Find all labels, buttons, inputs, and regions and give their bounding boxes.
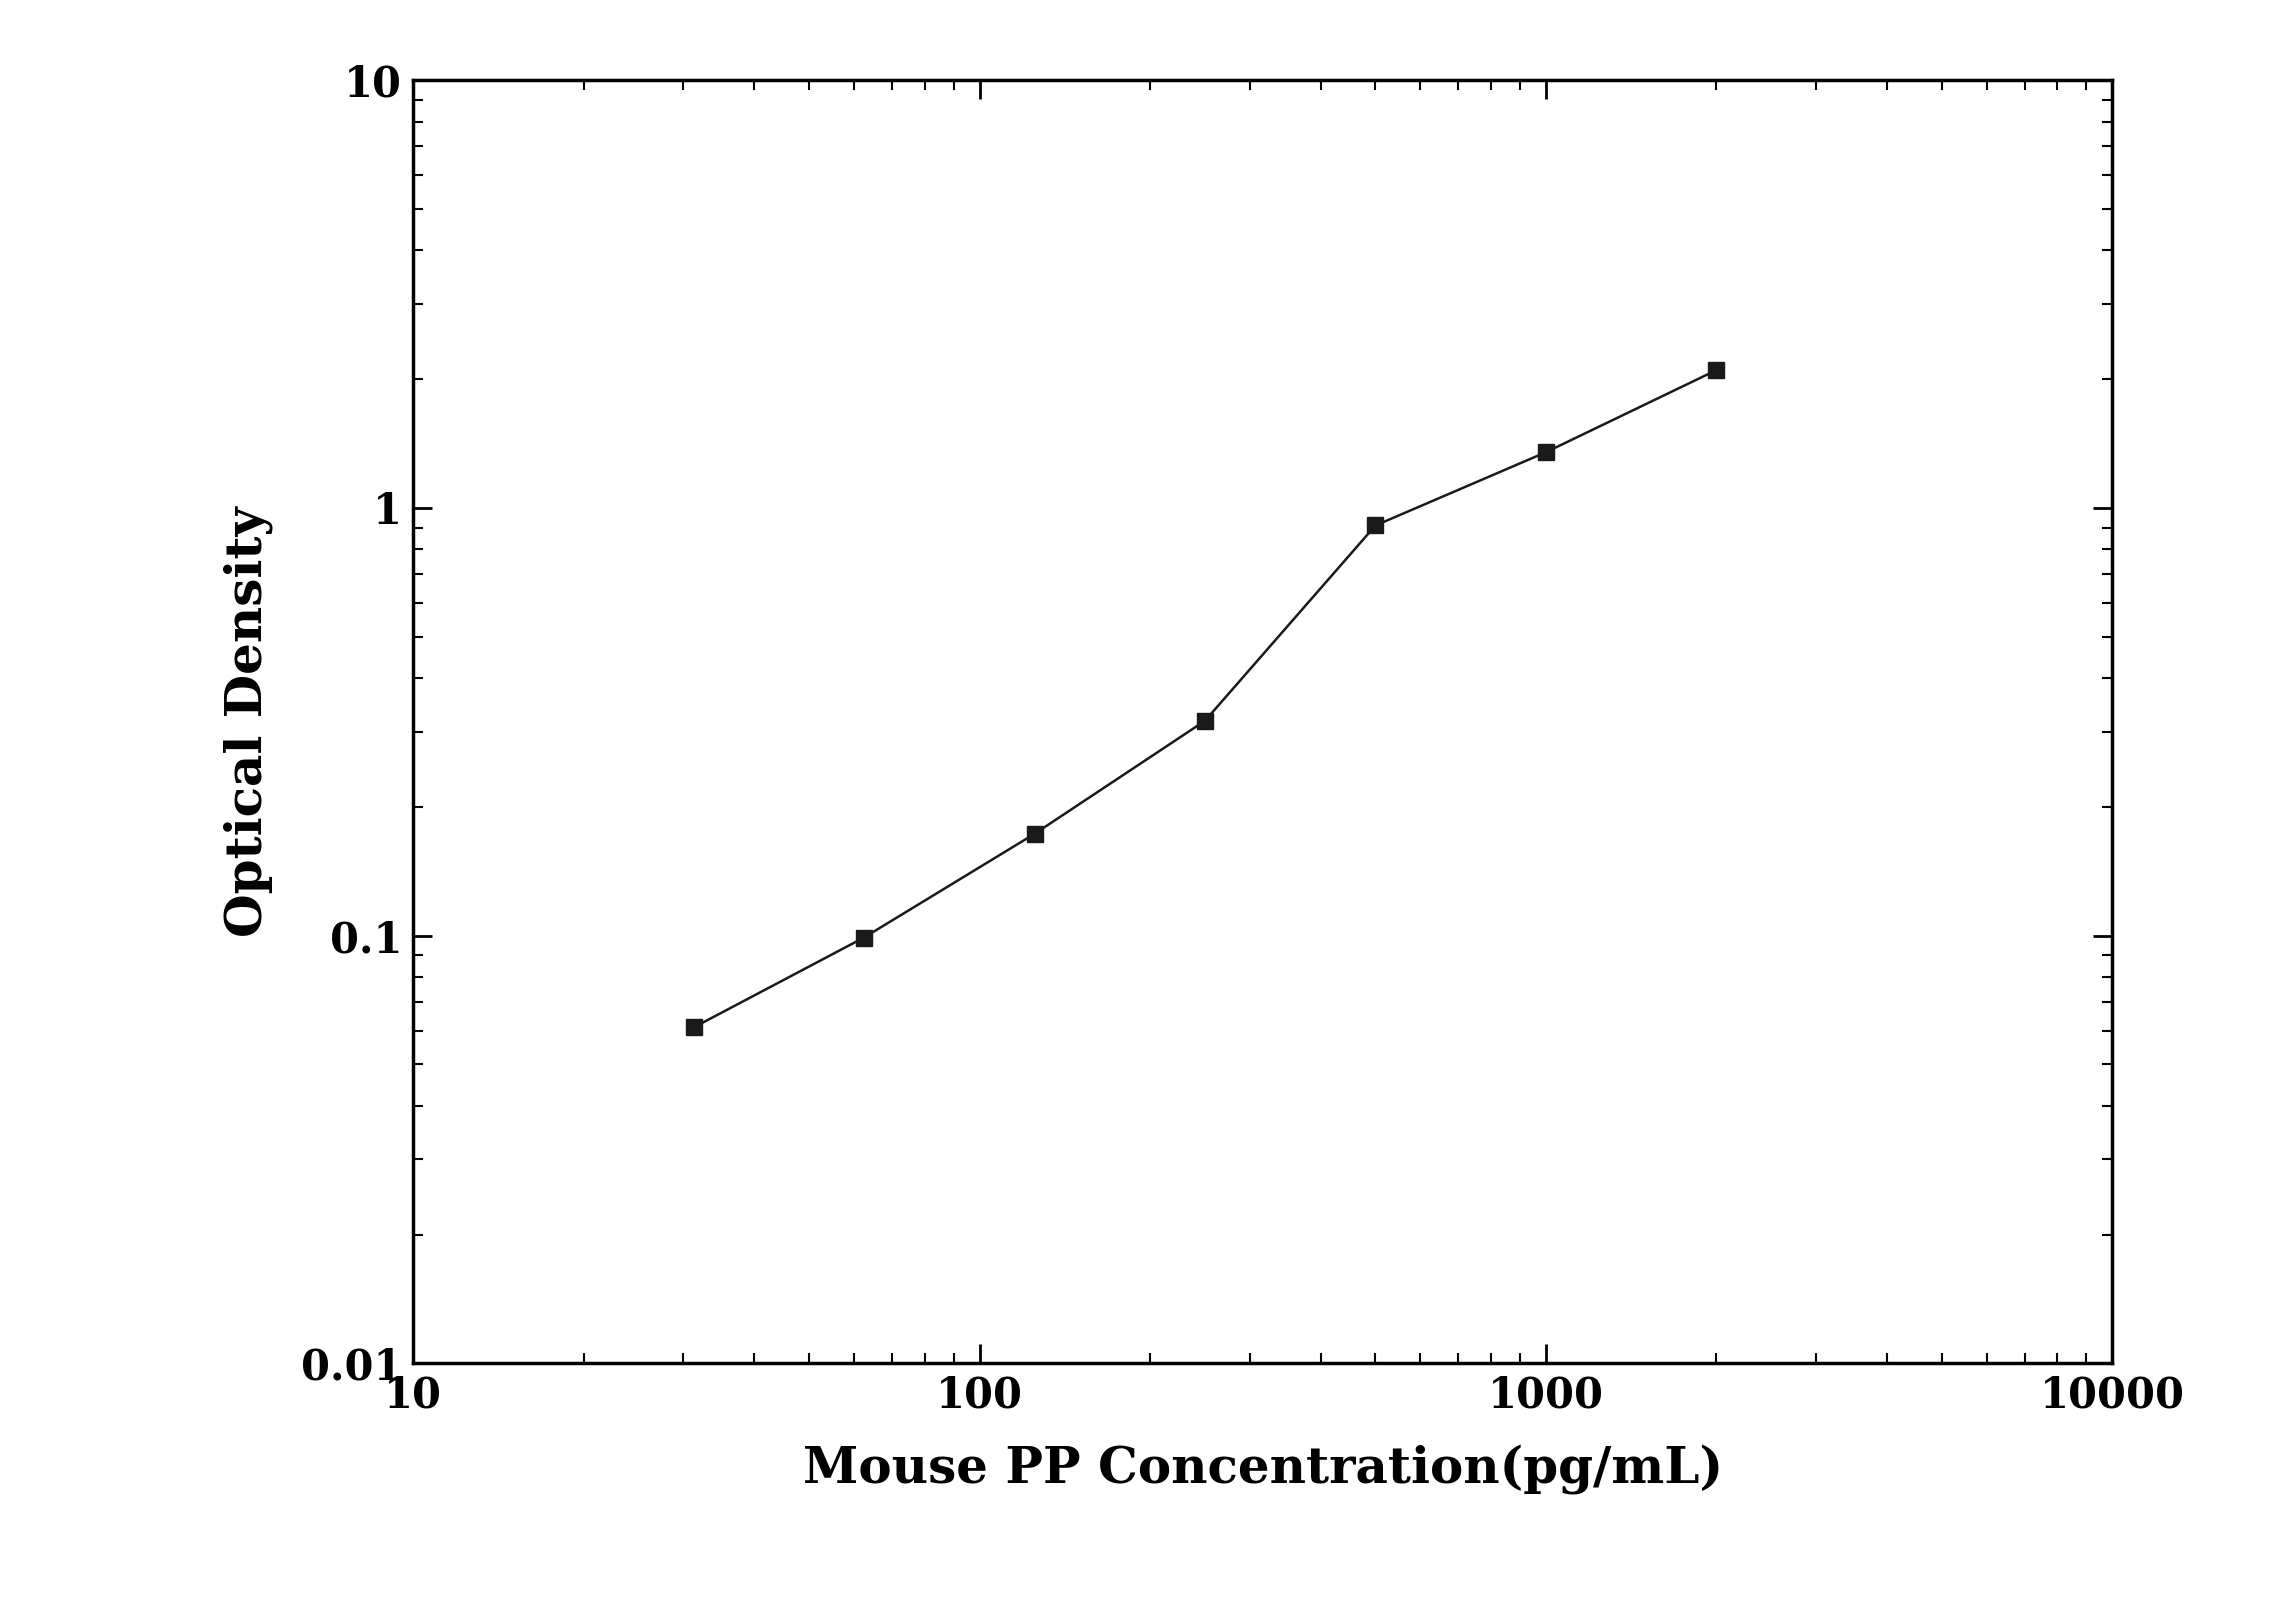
X-axis label: Mouse PP Concentration(pg/mL): Mouse PP Concentration(pg/mL) (804, 1444, 1722, 1495)
Y-axis label: Optical Density: Optical Density (223, 507, 273, 937)
